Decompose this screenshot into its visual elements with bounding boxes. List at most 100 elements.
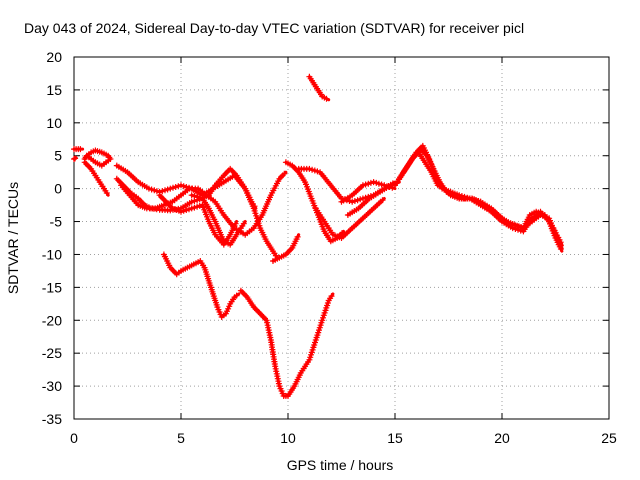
data-point [557,239,564,246]
series-12-points [282,159,345,245]
chart-title: Day 043 of 2024, Sidereal Day-to-day VTE… [24,20,524,36]
y-tick-label: -30 [42,378,62,394]
data-point [378,181,385,188]
x-tick-label: 5 [177,430,185,446]
plot-frame [73,56,610,420]
data-point [281,170,288,177]
data-point [188,192,195,199]
data-point [370,179,377,186]
x-tick-label: 25 [601,430,617,446]
series-11-points [270,233,301,264]
series-16-points [338,179,396,205]
data-point [469,196,476,203]
data-point [323,95,330,102]
x-tick-label: 15 [387,430,403,446]
data-point [456,192,463,199]
data-point [367,179,374,186]
y-tick-label: -10 [42,246,62,262]
data-point [309,166,316,173]
data-point [515,223,521,230]
data-point [272,252,279,259]
series-2-points [81,147,114,169]
series-1-points [71,155,79,162]
data-point [183,184,190,190]
data-point [191,193,198,199]
data-point [328,293,335,300]
series-10-points [237,287,335,399]
data-point [359,182,366,189]
data-point [474,198,481,204]
data-point [517,224,524,231]
data-point [509,221,516,228]
data-point [77,146,84,153]
data-point [306,165,313,172]
y-tick-label: 10 [46,115,62,131]
data-point [188,205,195,212]
x-tick-label: 10 [280,430,296,446]
data-point [196,202,203,209]
y-tick-label: 15 [46,82,62,98]
y-axis-title: SDTVAR / TECUs [5,182,21,294]
series-12-trace [284,160,346,243]
data-point [294,233,301,240]
series-14-points [312,197,386,241]
data-point [233,292,240,299]
data-point [191,204,198,211]
data-point [170,184,176,191]
series-3-points [81,159,110,196]
data-point [232,220,239,227]
y-tick-label: -5 [50,214,63,230]
y-tick-label: 5 [54,148,62,164]
series-7-points [156,192,239,248]
data-point [153,188,160,195]
series-10-trace [239,289,335,398]
data-point [183,207,190,213]
series-8-points [188,165,279,259]
y-tick-label: 0 [54,181,62,197]
data-point [362,181,369,188]
x-tick-label: 0 [70,430,78,446]
data-point [178,208,184,215]
data-point [461,193,468,200]
data-point [379,197,386,204]
series-18-points [392,146,564,249]
data-point [145,185,152,192]
series-9-points [160,251,240,320]
data-point [175,183,182,190]
data-point [72,155,79,162]
grid [74,57,609,419]
data-point [148,186,155,193]
x-tick-label: 20 [494,430,510,446]
data-point [159,188,166,195]
data-point [349,198,356,205]
y-tick-label: 20 [46,49,62,65]
series-20-trace [402,144,564,247]
y-tick-label: -35 [42,411,62,427]
data-point [164,186,171,193]
data-point [557,246,564,252]
series-20-points [400,142,564,246]
data-point [466,195,473,202]
series-0-points [71,146,84,153]
data-point [357,196,364,203]
y-tick-label: -25 [42,345,62,361]
data-point [178,182,184,189]
data-point [103,190,110,196]
data-series [71,73,564,399]
y-tick-label: -20 [42,312,62,328]
y-tick-label: -15 [42,279,62,295]
axis-ticks: 0 5 10 15 20 25 20 15 10 5 0 -5 -10 -15 -20 -25 -30 -35 [42,49,617,446]
series-15-points [306,73,330,102]
data-point [314,168,321,175]
data-point [351,198,358,204]
data-point [464,194,471,201]
data-point [186,206,192,213]
data-point [82,154,89,161]
data-point [375,180,382,187]
data-point [359,195,366,202]
data-point [188,198,195,205]
data-point [240,220,247,227]
data-point [167,185,174,192]
x-axis-title: GPS time / hours [287,457,394,473]
